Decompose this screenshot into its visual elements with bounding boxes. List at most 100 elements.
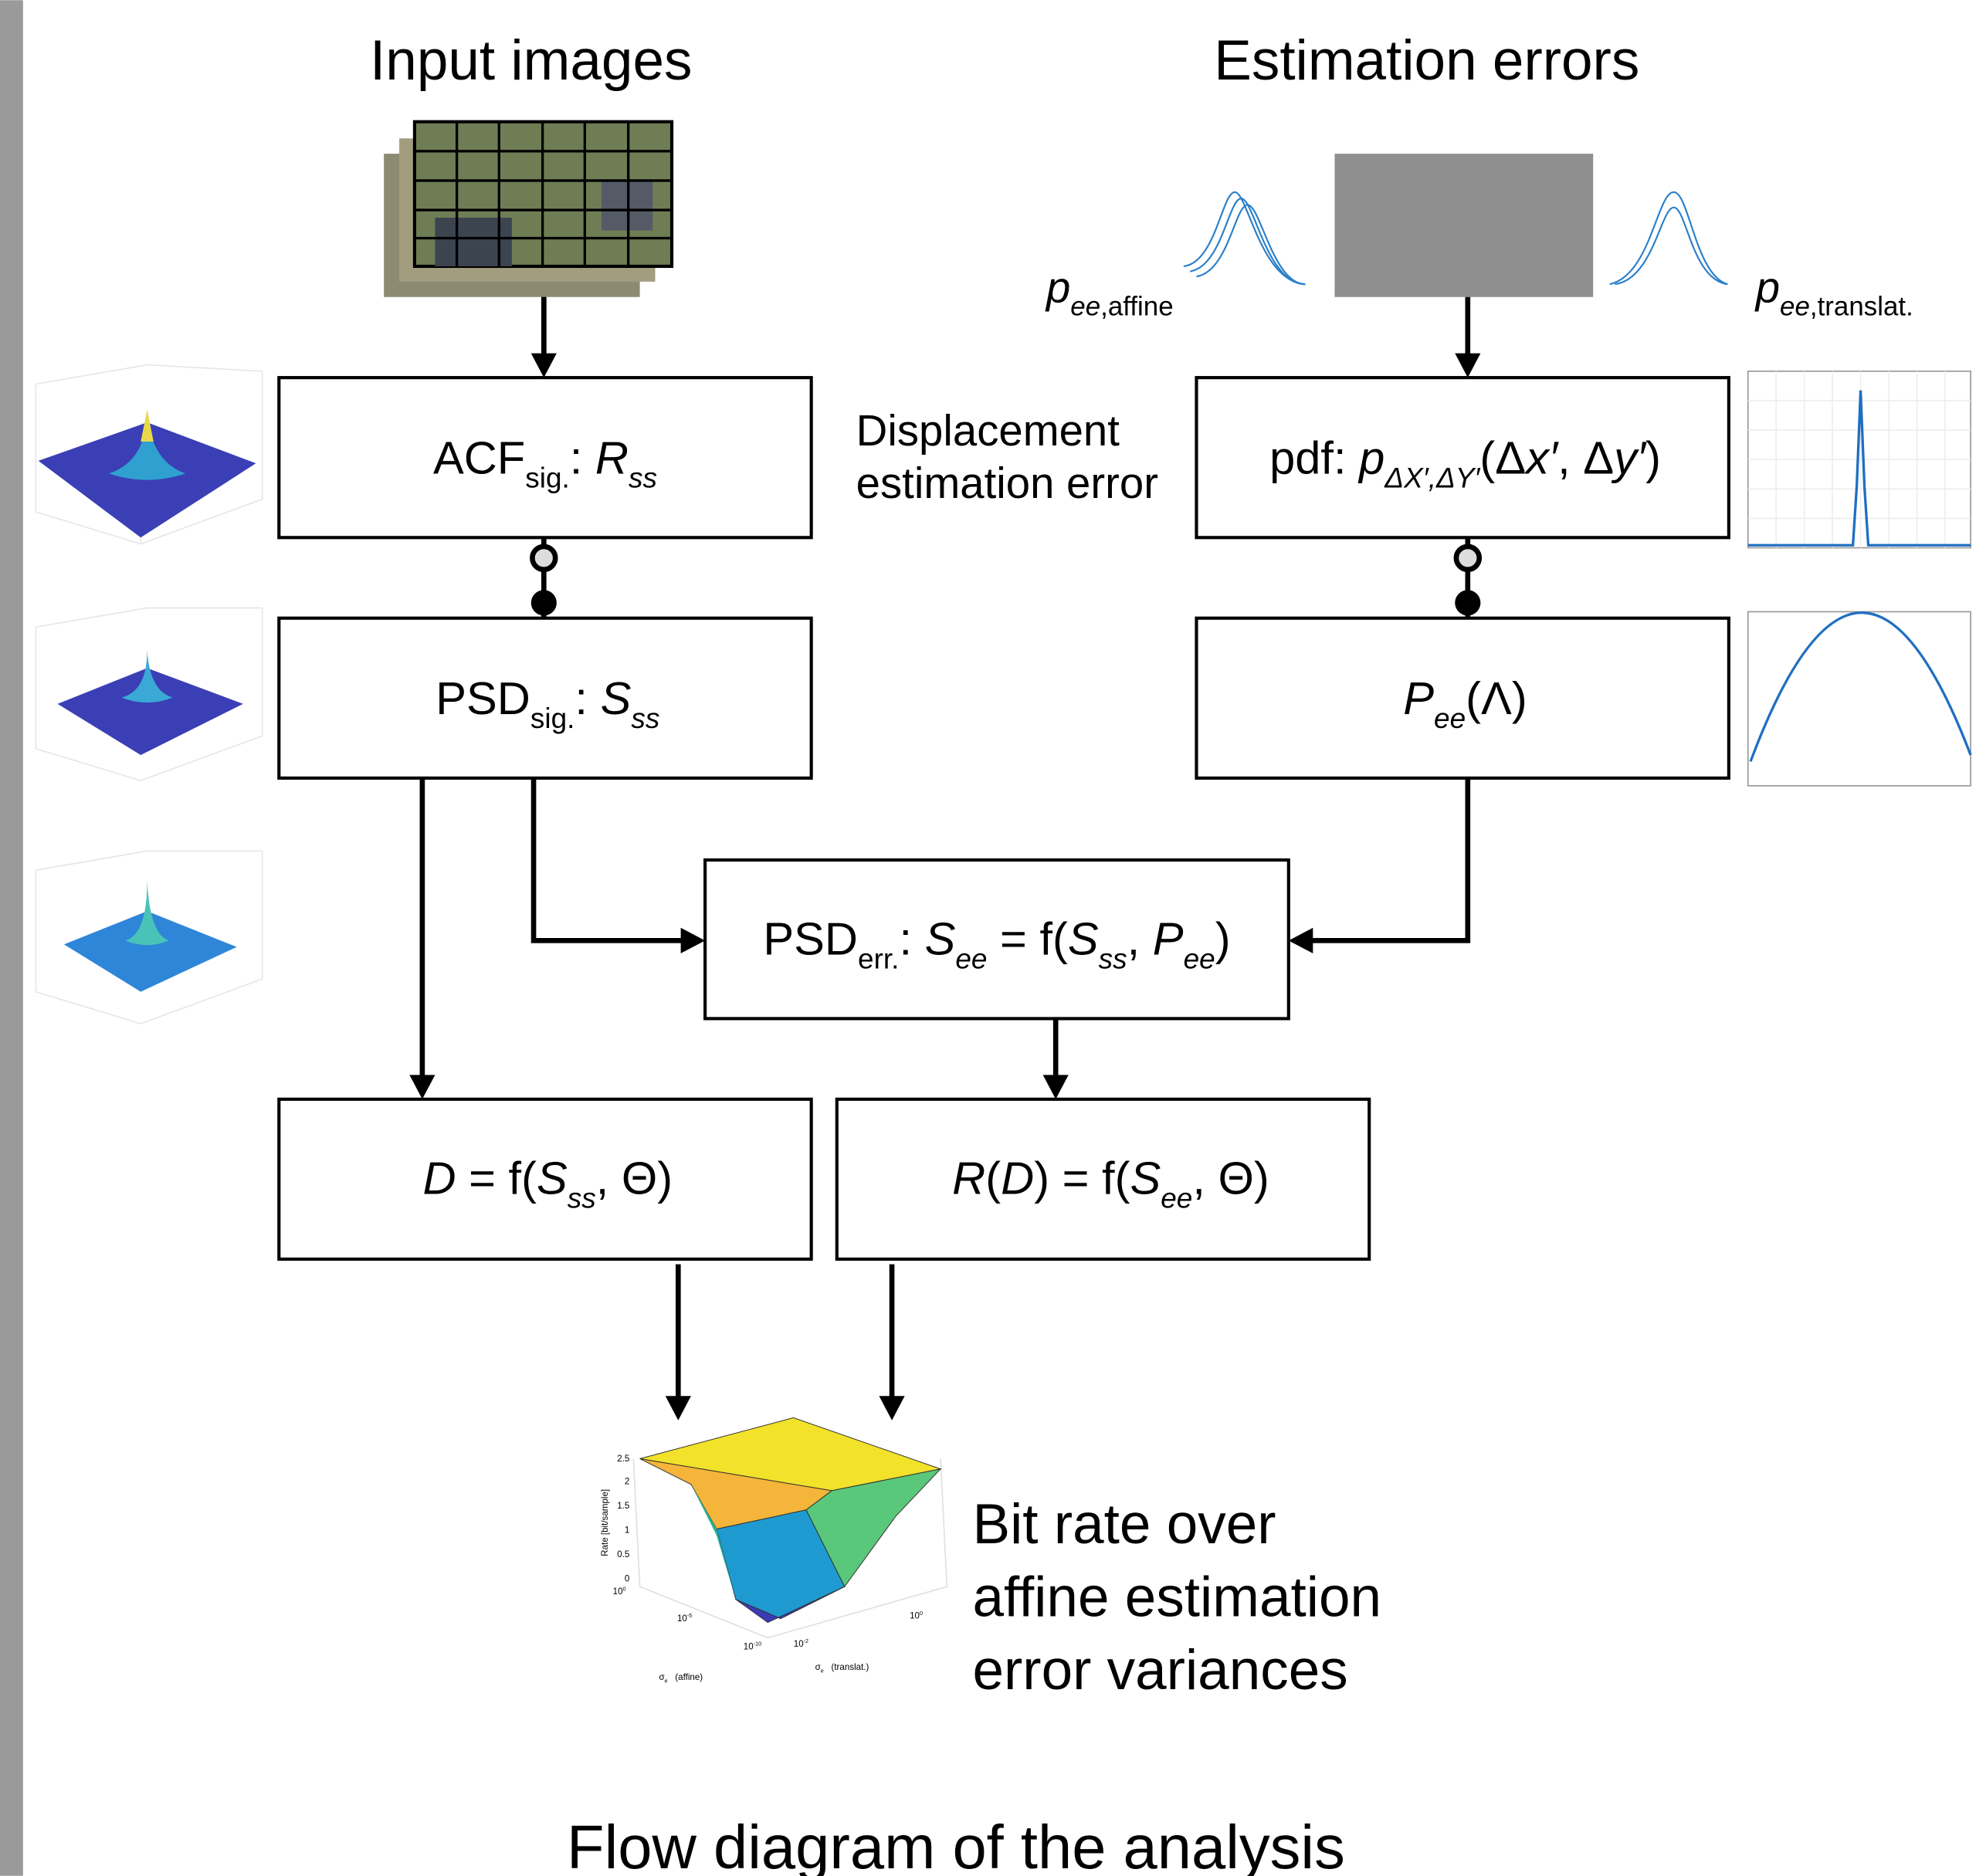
plot-caption: affine estimation (972, 1566, 1381, 1628)
label-part: (Δ (1479, 432, 1526, 483)
label-part: ee (1780, 291, 1810, 321)
label-part: D (422, 1152, 456, 1204)
label-part: ΔX′,ΔY′ (1384, 462, 1480, 493)
z-axis-label: Rate [bit/sample] (600, 1489, 610, 1556)
label-part: : (574, 672, 600, 724)
label-part: ee (1161, 1182, 1192, 1214)
label-part: σ (815, 1662, 821, 1672)
label-part: ) = f( (1034, 1152, 1130, 1204)
x-tick-label: 100 (613, 1585, 626, 1597)
label-part: ( (985, 1152, 1001, 1204)
pee-translat-label: pee,translat. (1754, 262, 1913, 321)
label-part: x′ (1523, 432, 1559, 483)
label-part: ss (568, 1182, 596, 1214)
x-axis-label: σe (affine) (659, 1672, 703, 1684)
pee-plot (1748, 611, 1971, 785)
label-part: ee (1434, 703, 1466, 734)
label-part: 0 (920, 1610, 923, 1617)
label-part: : (899, 913, 924, 965)
x-tick-label: 10-5 (677, 1612, 692, 1624)
label-part: S (537, 1152, 568, 1204)
label-part: S (1068, 913, 1099, 965)
label-part: R (952, 1152, 985, 1204)
label-part: -2 (804, 1637, 808, 1644)
label-part: err. (858, 943, 899, 974)
label-part: pdf: (1269, 432, 1359, 483)
label-part: R (595, 432, 629, 483)
x-tick-label: 10-10 (744, 1641, 761, 1652)
side-label: Displacement (856, 406, 1120, 455)
label-part: p (1045, 262, 1070, 311)
label-part: : (570, 432, 595, 483)
label-part: sig. (525, 462, 570, 493)
label-part: ) (1215, 913, 1231, 965)
result-plot (633, 1417, 947, 1637)
y-tick-label: 10-2 (794, 1637, 808, 1649)
label-part: y′ (1611, 432, 1647, 483)
label-part: D (1001, 1152, 1034, 1204)
label-part: ee (1184, 943, 1215, 974)
label-part: 10 (794, 1639, 804, 1649)
psd-sig-box (279, 618, 811, 778)
pee-box (1196, 618, 1728, 778)
label-part: ee (1070, 291, 1100, 321)
label-part: ) (1645, 432, 1661, 483)
label-part: (Λ) (1466, 672, 1527, 724)
acf-box (279, 378, 811, 537)
label-part: (translat.) (824, 1662, 869, 1672)
label-part: sig. (530, 703, 575, 734)
z-tick-label: 0 (625, 1574, 629, 1584)
label-part: , Δ (1557, 432, 1614, 483)
label-part: ACF (433, 432, 525, 483)
flow-diagram: Input imagesEstimation errorspee,affinep… (0, 0, 1986, 1876)
label-part: ee (955, 943, 987, 974)
header: Estimation errors (1214, 29, 1639, 92)
y-tick-label: 100 (910, 1610, 923, 1621)
label-part: , (1127, 913, 1153, 965)
label-part: = f( (456, 1152, 537, 1204)
label-part: -10 (754, 1641, 761, 1647)
side-label: estimation error (856, 459, 1158, 507)
label-part: 10 (910, 1611, 920, 1621)
label-part: PSD (763, 913, 858, 965)
figure-caption: Flow diagram of the analysis (567, 1813, 1345, 1876)
label-part: p (1754, 262, 1780, 311)
error-image (1334, 154, 1593, 297)
plot-caption: error variances (972, 1639, 1347, 1702)
input-image-stack (384, 122, 672, 297)
label-part: p (1357, 432, 1384, 483)
y-axis-label: σe (translat.) (815, 1662, 869, 1674)
label-part: ss (631, 703, 659, 734)
z-tick-label: 2.5 (617, 1454, 629, 1464)
label-part: σ (659, 1672, 664, 1682)
label-part: -5 (687, 1612, 692, 1619)
page: { "headers": {"left": "Input images", "r… (0, 0, 1986, 1876)
label-part: S (601, 672, 632, 724)
z-tick-label: 0.5 (617, 1549, 629, 1559)
label-part: 10 (613, 1586, 623, 1597)
label-part: ss (629, 462, 657, 493)
label-part: ss (1099, 943, 1127, 974)
pee-affine-label: pee,affine (1045, 262, 1174, 321)
z-tick-label: 1 (625, 1526, 629, 1536)
plot-caption: Bit rate over (972, 1493, 1276, 1556)
z-tick-label: 1.5 (617, 1501, 629, 1511)
label-part: 0 (623, 1585, 626, 1592)
acf-surfaces (36, 365, 262, 1024)
label-part: , Θ) (1192, 1152, 1269, 1204)
header: Input images (370, 29, 692, 92)
label-part: S (925, 913, 956, 965)
side-bar (0, 0, 23, 1875)
label-part: PSD (435, 672, 530, 724)
label-part: ,translat. (1810, 291, 1913, 321)
label-part: = f( (987, 913, 1068, 965)
label-part: S (1130, 1152, 1161, 1204)
label-part: ,affine (1100, 291, 1174, 321)
label-part: 10 (677, 1614, 687, 1624)
label-part: (affine) (668, 1672, 703, 1682)
z-tick-label: 2 (625, 1477, 629, 1487)
label-part: , Θ) (596, 1152, 673, 1204)
label-part: 10 (744, 1641, 754, 1651)
label-part: P (1153, 913, 1184, 965)
label-part: P (1403, 672, 1434, 724)
